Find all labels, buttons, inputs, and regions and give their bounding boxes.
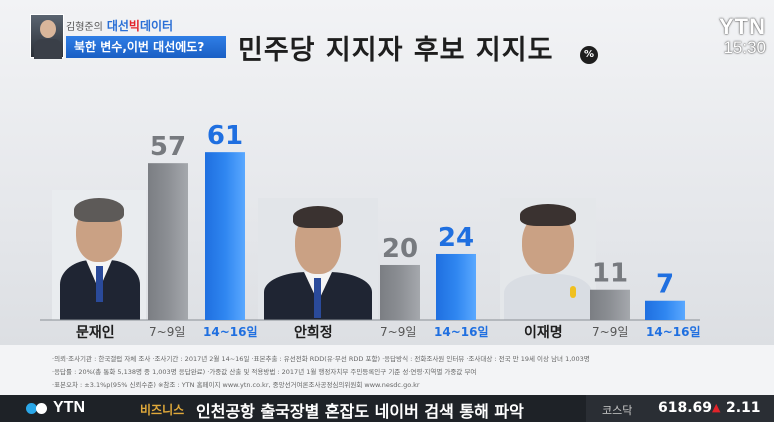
series-label-old-moon: 7~9일 [149,325,186,339]
value-label-lee-old: 11 [592,259,628,289]
host-avatar [30,14,64,59]
host-name: 김형준의 [66,21,103,33]
broadcast-clock: 15:30 [723,38,766,57]
value-label-ahn-old: 20 [382,234,418,264]
category-label-lee: 이재명 [524,325,563,341]
series-label-new-lee: 14~16일 [646,325,701,339]
program-name: 대선빅데이터 [106,18,174,33]
candidate-photo-ahn [258,198,378,320]
series-label-old-ahn: 7~9일 [380,325,417,339]
program-title-row: 김형준의 대선빅데이터 [66,16,173,34]
bar-moon-old [148,163,188,320]
category-label-ahn: 안희정 [294,325,333,341]
series-label-old-lee: 7~9일 [592,325,629,339]
up-arrow-icon: ▲ [712,401,721,414]
chart-title: 민주당 지지자 후보 지지도 [238,35,554,66]
bar-lee-new [645,300,685,320]
program-subtitle: 북한 변수,이번 대선에도? [66,36,226,58]
footnote-row-2: ·응답률 : 20%(총 통화 5,138명 중 1,003명 응답완료) ·가… [52,368,477,376]
footnote-row-1: ·의뢰·조사기관 : 한국갤럽 자체 조사 ·조사기간 : 2017년 2월 1… [52,355,590,363]
category-label-moon: 문재인 [76,325,115,341]
bar-moon-new [205,152,245,320]
candidate-photo-lee [500,198,596,320]
ytn-logo: YTN [719,14,766,39]
value-label-lee-new: 7 [656,270,674,300]
footnote-row-3: ·표본오차 : ±3.1%p(95% 신뢰수준) ※참조 : YTN 홈페이지 … [52,381,420,389]
candidate-photo-moon [52,190,146,320]
market-name: 코스닥 [602,404,633,417]
ticker-category: 비즈니스 [140,403,185,417]
bar-group: 57 20 11 61 24 7 [148,121,685,320]
ytn-dot-icon [26,402,37,414]
program-banner: 김형준의 대선빅데이터 북한 변수,이번 대선에도? [30,14,226,62]
bar-lee-old [590,289,630,320]
ticker-logo: YTN [26,399,85,417]
value-label-moon-new: 61 [207,121,243,151]
market-index: 코스닥 618.69 ▲ 2.11 [586,395,774,422]
series-label-new-ahn: 14~16일 [434,325,489,339]
unit-badge: % [580,46,598,64]
market-value: 618.69 [658,400,713,416]
market-change: 2.11 [726,400,761,416]
bar-chart: 57 20 11 61 24 7 [40,121,700,321]
ticker-headline: 인천공항 출국장별 혼잡도 네이버 검색 통해 파악 [196,402,524,421]
ticker-logo-text: YTN [53,399,85,416]
bar-ahn-old [380,264,420,320]
survey-footnote: ·의뢰·조사기관 : 한국갤럽 자체 조사 ·조사기간 : 2017년 2월 1… [0,345,774,395]
news-ticker: YTN 비즈니스 인천공항 출국장별 혼잡도 네이버 검색 통해 파악 코스닥 … [0,395,774,422]
series-label-new-moon: 14~16일 [203,325,258,339]
value-label-ahn-new: 24 [438,223,474,253]
bar-ahn-new [436,253,476,320]
value-label-moon-old: 57 [150,132,186,162]
ytn-dot-icon [36,402,47,414]
